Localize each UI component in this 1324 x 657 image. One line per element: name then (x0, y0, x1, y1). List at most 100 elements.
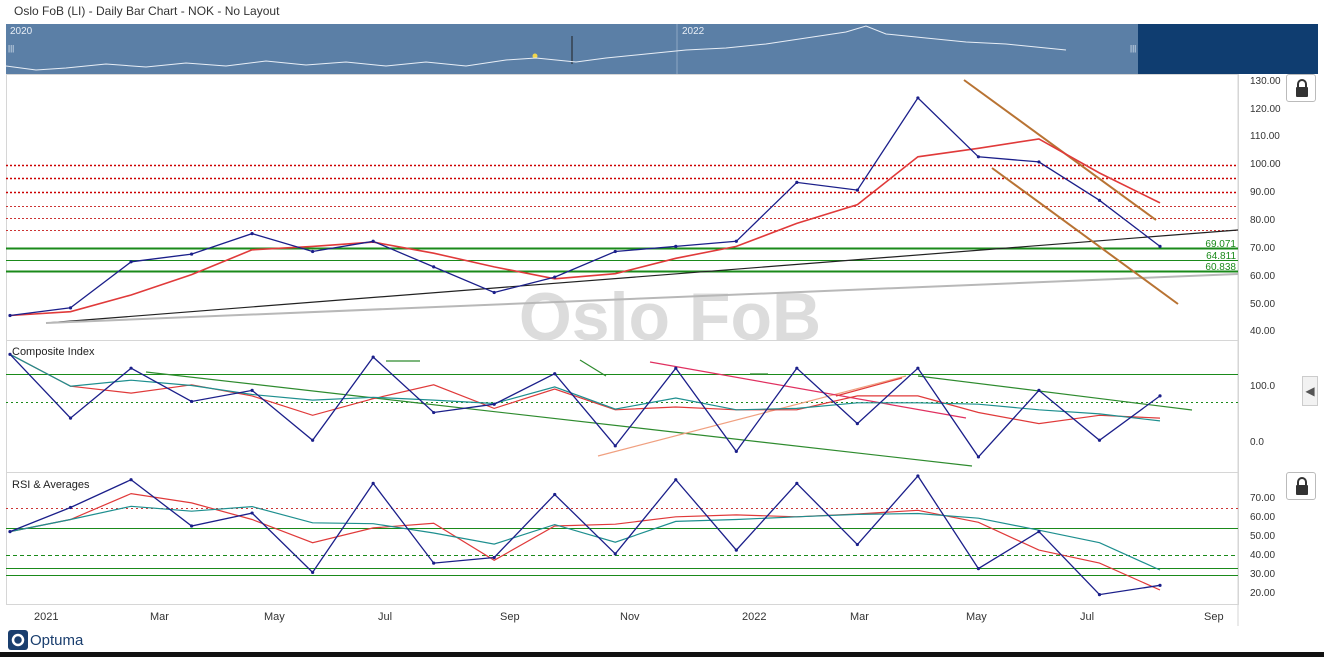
price-tick: 80.00 (1250, 215, 1275, 226)
data-point (68, 416, 73, 420)
data-point (976, 455, 981, 459)
navigator-visible-window[interactable] (1138, 24, 1318, 74)
series-layer (8, 96, 1162, 597)
data-point (129, 260, 133, 264)
data-point (8, 529, 12, 534)
data-point (1158, 244, 1162, 248)
data-point (1097, 592, 1102, 597)
data-point (855, 422, 859, 426)
long-term-support-line (45, 273, 1239, 324)
data-point (976, 155, 981, 159)
series-line (9, 474, 1161, 596)
data-point (734, 449, 738, 453)
collapse-panel-button[interactable]: ◀ (1302, 376, 1318, 406)
data-point (916, 96, 920, 100)
data-point (553, 492, 557, 497)
x-tick: Jul (378, 611, 392, 623)
lock-icon (1296, 477, 1308, 495)
data-point (250, 388, 254, 392)
brand-logo: Optuma (8, 630, 83, 650)
data-point (311, 438, 315, 442)
composite-panel-label: Composite Index (12, 346, 95, 358)
resistance-lines (6, 164, 1238, 231)
price-lock-button[interactable] (1286, 74, 1316, 102)
data-point (674, 366, 678, 370)
composite-tick: 0.0 (1250, 437, 1264, 448)
level-label-64: 64.811 (1206, 251, 1236, 262)
optuma-logo-icon (8, 630, 28, 650)
x-tick: Sep (500, 611, 520, 623)
rsi-tick: 30.00 (1250, 569, 1275, 580)
level-label-69: 69.071 (1205, 239, 1236, 250)
x-tick: 2022 (742, 611, 766, 623)
navigator-bar[interactable]: 2020 2022 ||| ||| (6, 24, 1318, 74)
composite-reference-lines (6, 359, 1238, 467)
data-point (855, 188, 859, 192)
x-tick: Nov (620, 611, 640, 623)
chart-watermark: Oslo FoB (519, 279, 821, 355)
composite-tick: 100.0 (1250, 381, 1275, 392)
navigator-sparkline: ||| ||| (6, 24, 1136, 74)
rsi-tick: 70.00 (1250, 493, 1275, 504)
data-point (311, 570, 315, 574)
rsi-lock-button[interactable] (1286, 472, 1316, 500)
price-tick: 120.00 (1250, 104, 1281, 115)
data-point (432, 265, 436, 269)
chart-canvas[interactable]: Oslo FoB 69.071 64.811 60.838 130.00 120 (6, 74, 1318, 626)
series-line (9, 353, 1161, 458)
series-line (9, 96, 1161, 317)
data-point (613, 249, 617, 254)
price-y-axis: 130.00 120.00 110.00 100.00 90.00 80.00 … (1250, 76, 1281, 337)
x-tick: 2021 (34, 611, 58, 623)
data-point (916, 366, 920, 370)
data-point (1097, 438, 1102, 442)
x-tick: May (264, 611, 285, 623)
window-title: Oslo FoB (LI) - Daily Bar Chart - NOK - … (14, 4, 280, 18)
signal-line (9, 353, 1161, 425)
data-point (1037, 529, 1041, 534)
x-axis: 2021 Mar May Jul Sep Nov 2022 Mar May Ju… (34, 611, 1224, 623)
data-point (492, 555, 496, 560)
x-tick: Mar (150, 611, 169, 623)
rsi-tick: 60.00 (1250, 512, 1275, 523)
support-lines (6, 247, 1238, 273)
data-point (8, 313, 12, 318)
data-point (189, 399, 194, 404)
price-tick: 70.00 (1250, 243, 1275, 254)
rsi-tick: 40.00 (1250, 550, 1275, 561)
data-point (8, 352, 12, 356)
data-point (129, 478, 133, 482)
data-point (492, 402, 496, 406)
bottom-border (0, 652, 1324, 657)
data-point (1158, 394, 1162, 398)
brand-name: Optuma (30, 631, 84, 649)
data-point (250, 511, 254, 515)
data-point (68, 505, 73, 510)
data-point (734, 548, 738, 552)
data-point (492, 290, 496, 295)
lock-icon (1296, 79, 1308, 97)
price-tick: 110.00 (1250, 131, 1280, 142)
price-tick: 60.00 (1250, 271, 1275, 282)
svg-text:|||: ||| (8, 44, 14, 53)
data-point (68, 306, 73, 310)
data-point (311, 249, 315, 254)
average-line (9, 505, 1161, 571)
price-tick: 50.00 (1250, 299, 1275, 310)
x-tick: May (966, 611, 987, 623)
data-point (674, 244, 678, 248)
price-tick: 100.00 (1250, 159, 1281, 170)
data-point (432, 410, 436, 415)
navigator-year-2020: 2020 (10, 26, 33, 37)
rsi-panel-label: RSI & Averages (12, 479, 90, 491)
chart-area[interactable]: Oslo FoB 69.071 64.811 60.838 130.00 120 (6, 74, 1318, 631)
composite-y-axis: 100.0 0.0 (1250, 381, 1275, 448)
data-point (855, 542, 859, 547)
data-point (553, 275, 557, 279)
data-point (613, 552, 617, 556)
rsi-tick: 50.00 (1250, 531, 1275, 542)
uptrend-line (45, 229, 1239, 324)
data-point (795, 481, 799, 486)
data-point (1158, 583, 1162, 587)
price-tick: 90.00 (1250, 187, 1275, 198)
